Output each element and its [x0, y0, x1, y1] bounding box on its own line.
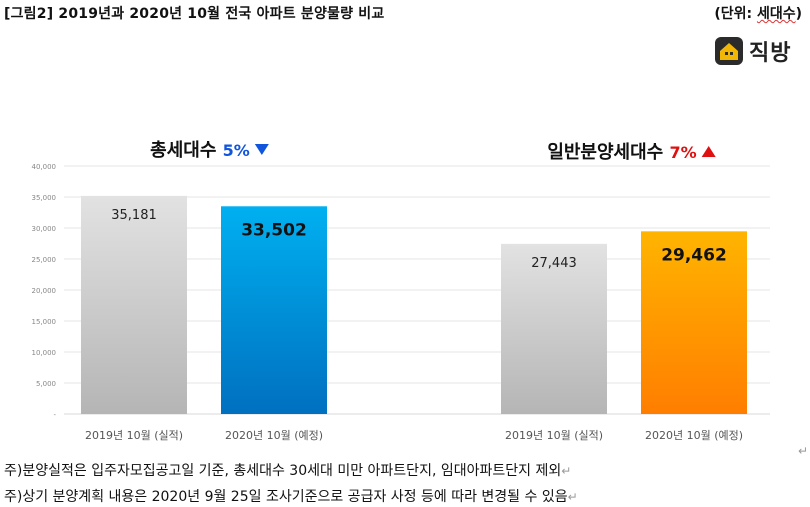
y-tick-label: 25,000	[32, 256, 57, 264]
zigbang-logo: 직방	[714, 35, 791, 67]
bar	[501, 243, 607, 414]
return-mark: ↵	[797, 444, 808, 458]
return-mark: ↵	[561, 464, 572, 478]
change-percent: 5%	[223, 141, 250, 160]
bar-chart: - 5,000 10,000 15,000 20,000 25,000 30,000 35,0…	[32, 140, 770, 442]
y-tick-label: 10,000	[32, 349, 57, 357]
x-tick-label: 2020년 10월 (예정)	[645, 429, 743, 442]
data-label: 27,443	[531, 256, 577, 271]
y-tick-label: 15,000	[32, 318, 57, 326]
group-name: 일반분양세대수	[547, 142, 669, 163]
footnote-2-text: 주)상기 분양계획 내용은 2020년 9월 25일 조사기준으로 공급자 사정…	[4, 489, 568, 505]
triangle-down-icon	[254, 144, 269, 155]
group-name: 총세대수	[150, 140, 223, 161]
x-tick-label: 2020년 10월 (예정)	[225, 429, 323, 442]
group-title: 총세대수 5%	[150, 140, 250, 161]
change-percent: 7%	[670, 143, 697, 162]
y-tick-label: 30,000	[32, 225, 57, 233]
unit-suffix: )	[795, 6, 802, 22]
y-tick-label: 5,000	[36, 380, 56, 388]
house-icon	[714, 36, 744, 66]
bar	[641, 231, 747, 414]
data-label: 33,502	[241, 220, 307, 240]
x-tick-label: 2019년 10월 (실적)	[505, 429, 603, 442]
unit-prefix: (단위:	[714, 6, 757, 22]
bar	[81, 195, 187, 414]
y-tick-label: 35,000	[32, 194, 57, 202]
data-label: 29,462	[661, 245, 727, 265]
y-tick-label: 20,000	[32, 287, 57, 295]
data-label: 35,181	[111, 208, 157, 223]
figure-title: [그림2] 2019년과 2020년 10월 전국 아파트 분양물량 비교	[4, 6, 385, 22]
y-tick-label: 40,000	[32, 163, 57, 171]
triangle-up-icon	[701, 146, 716, 157]
logo-text: 직방	[749, 41, 792, 66]
footnote-1-text: 주)분양실적은 입주자모집공고일 기준, 총세대수 30세대 미만 아파트단지,…	[4, 463, 562, 479]
return-mark: ↵	[567, 490, 578, 504]
bar	[221, 206, 327, 414]
footnote-1: 주)분양실적은 입주자모집공고일 기준, 총세대수 30세대 미만 아파트단지,…	[4, 460, 571, 480]
footnote-2: 주)상기 분양계획 내용은 2020년 9월 25일 조사기준으로 공급자 사정…	[4, 486, 578, 506]
group-title: 일반분양세대수 7%	[547, 142, 696, 163]
unit-word: 세대수	[756, 6, 796, 22]
y-tick-label: -	[53, 411, 56, 419]
x-tick-label: 2019년 10월 (실적)	[85, 429, 183, 442]
unit-label: (단위: 세대수)	[714, 3, 802, 23]
